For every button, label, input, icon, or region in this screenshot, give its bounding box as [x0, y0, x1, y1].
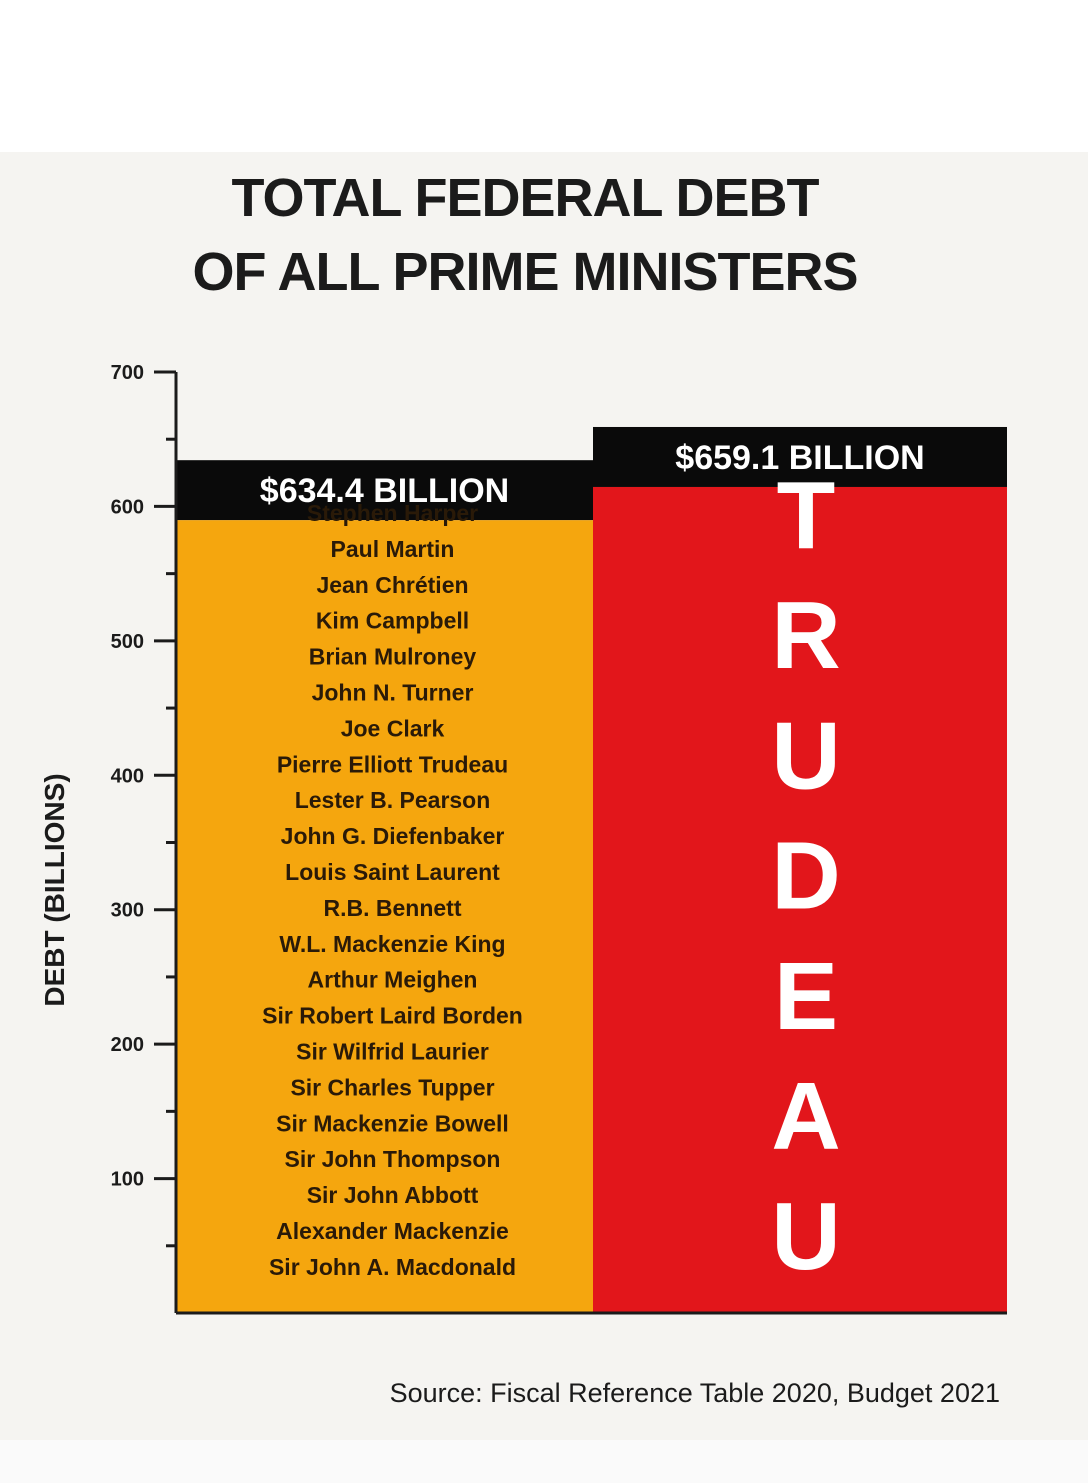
chart-title-line-1: TOTAL FEDERAL DEBT	[231, 168, 819, 228]
prime-minister-name: Kim Campbell	[316, 608, 469, 634]
prime-minister-name: Brian Mulroney	[309, 644, 477, 670]
bar-2	[593, 486, 1007, 1313]
y-tick-label: 200	[111, 1034, 144, 1056]
trudeau-letter: R	[771, 582, 840, 689]
prime-minister-name: W.L. Mackenzie King	[279, 931, 505, 957]
y-tick-label: 600	[111, 496, 144, 518]
y-tick-label: 300	[111, 900, 144, 922]
prime-minister-name: Sir John Abbott	[307, 1182, 479, 1208]
trudeau-letter: D	[771, 823, 840, 930]
prime-minister-name: Pierre Elliott Trudeau	[277, 751, 508, 777]
prime-minister-name: Sir Robert Laird Borden	[262, 1003, 523, 1029]
trudeau-letter: U	[771, 1183, 840, 1290]
prime-minister-name: Arthur Meighen	[308, 967, 478, 993]
bar-1-label-band	[176, 460, 593, 521]
prime-minister-name: Sir Wilfrid Laurier	[296, 1039, 489, 1065]
trudeau-letter: A	[771, 1063, 840, 1170]
bar-1-value-label: $634.4 BILLION	[260, 472, 509, 510]
bottom-strip	[0, 1440, 1088, 1483]
y-tick-label: 400	[111, 765, 144, 787]
prime-minister-name: R.B. Bennett	[324, 895, 462, 921]
trudeau-letter: T	[777, 462, 836, 569]
prime-minister-name: Sir John A. Macdonald	[269, 1254, 516, 1280]
y-tick-label: 700	[111, 362, 144, 384]
y-tick-label: 100	[111, 1169, 144, 1191]
prime-minister-name: John N. Turner	[312, 680, 474, 706]
y-tick-label: 500	[111, 631, 144, 653]
prime-minister-name: Louis Saint Laurent	[285, 859, 500, 885]
prime-minister-name: Joe Clark	[341, 715, 445, 741]
prime-minister-name: Jean Chrétien	[316, 572, 468, 598]
prime-minister-name: Sir John Thompson	[285, 1146, 501, 1172]
trudeau-letter: U	[771, 702, 840, 809]
prime-minister-name: Alexander Mackenzie	[276, 1218, 509, 1244]
prime-minister-name: Lester B. Pearson	[295, 787, 491, 813]
prime-minister-name: Paul Martin	[331, 536, 455, 562]
chart-title-line-2: OF ALL PRIME MINISTERS	[192, 242, 858, 302]
prime-minister-name: Stephen Harper	[307, 500, 478, 526]
bar-2-value-label: $659.1 BILLION	[675, 439, 924, 477]
trudeau-letter: E	[774, 943, 838, 1050]
prime-minister-name: John G. Diefenbaker	[281, 823, 505, 849]
bar-2-label-band	[593, 426, 1007, 487]
bar-1	[176, 520, 593, 1313]
prime-minister-name: Sir Mackenzie Bowell	[276, 1110, 509, 1136]
source-note: Source: Fiscal Reference Table 2020, Bud…	[389, 1378, 1000, 1408]
prime-minister-name: Sir Charles Tupper	[290, 1074, 494, 1100]
